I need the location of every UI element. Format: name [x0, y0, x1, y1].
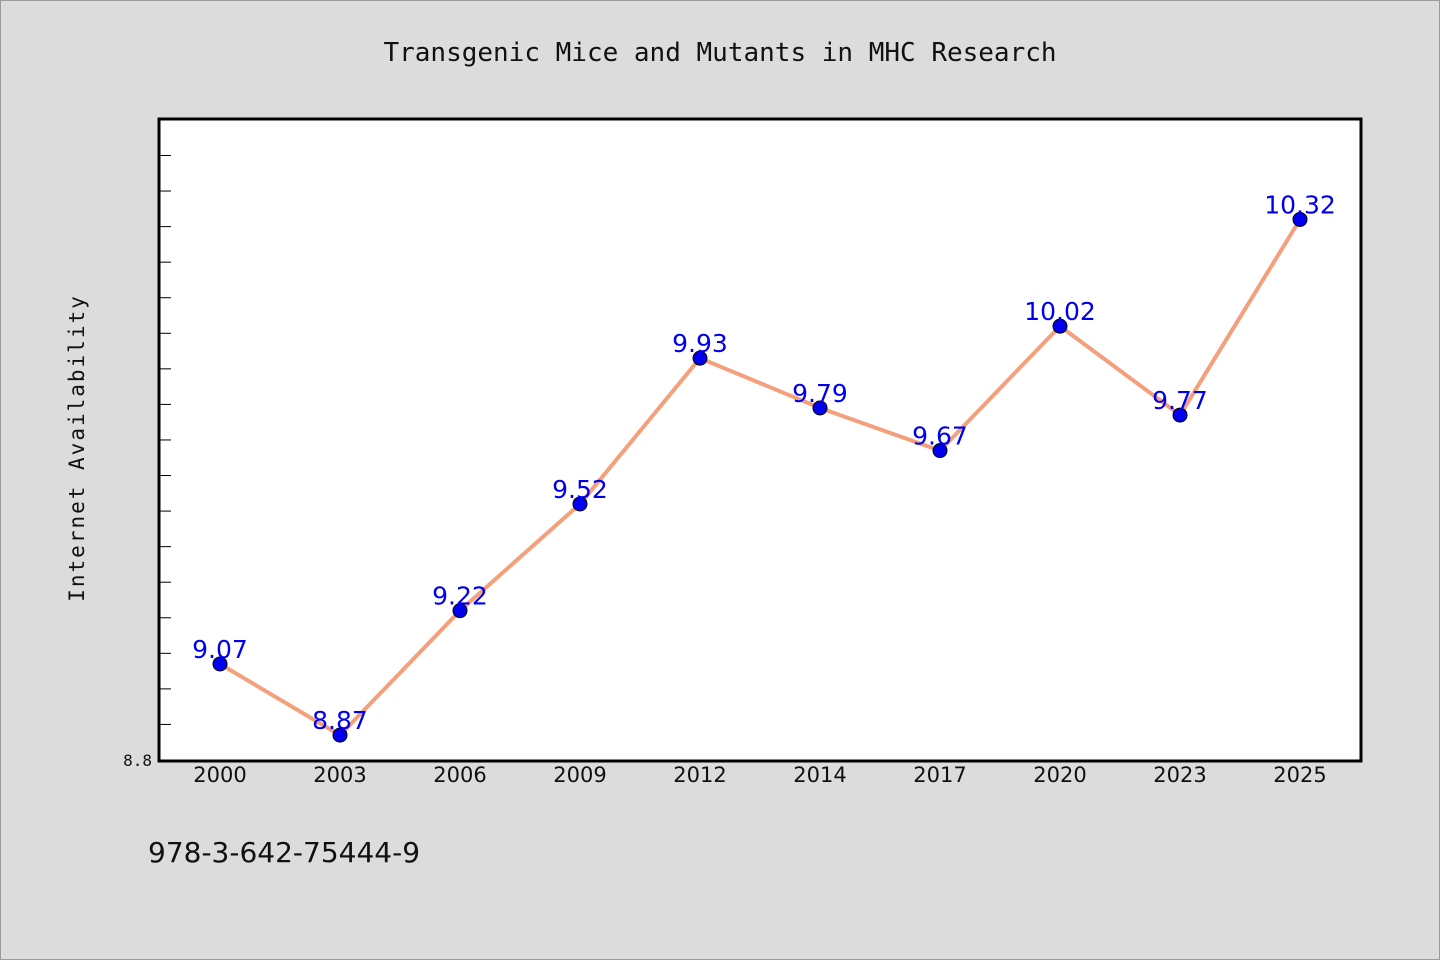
data-label: 10.02 — [1024, 297, 1096, 326]
data-point — [812, 400, 828, 416]
data-point — [212, 656, 228, 672]
data-label: 9.93 — [672, 329, 728, 358]
x-axis-tick-labels: 2000 2003 2006 2009 2012 2014 2017 2020 2023 2025 — [193, 763, 1326, 787]
y-tick-label: 8.8 — [123, 751, 152, 770]
x-tick-label: 2000 — [193, 763, 246, 787]
x-tick-label: 2014 — [793, 763, 846, 787]
data-point — [1292, 211, 1308, 227]
data-labels: 9.07 8.87 9.22 9.52 9.93 9.79 9.67 10.02 9.77 10.… — [192, 190, 1336, 735]
data-label: 9.77 — [1152, 386, 1208, 415]
y-axis-label: Internet Availability — [65, 294, 89, 602]
data-point — [452, 603, 468, 619]
x-tick-label: 2009 — [553, 763, 606, 787]
data-label: 9.52 — [552, 475, 608, 504]
series-line — [218, 217, 1302, 738]
data-point — [932, 443, 948, 459]
x-tick-label: 2020 — [1033, 763, 1086, 787]
data-label: 9.67 — [912, 422, 968, 451]
x-tick-label: 2006 — [433, 763, 486, 787]
x-tick-label: 2003 — [313, 763, 366, 787]
x-tick-label: 2012 — [673, 763, 726, 787]
data-points — [212, 211, 1308, 743]
data-label: 10.32 — [1264, 190, 1336, 219]
isbn-text: 978-3-642-75444-9 — [148, 836, 420, 869]
chart-title: Transgenic Mice and Mutants in MHC Resea… — [383, 38, 1056, 68]
data-label: 8.87 — [312, 706, 368, 735]
x-tick-label: 2017 — [913, 763, 966, 787]
x-tick-label: 2025 — [1273, 763, 1326, 787]
x-tick-label: 2023 — [1153, 763, 1206, 787]
y-axis-ticks — [159, 154, 171, 725]
data-point — [332, 727, 348, 743]
data-label: 9.22 — [432, 582, 488, 611]
data-label: 9.07 — [192, 635, 248, 664]
plot-area — [157, 117, 1363, 763]
data-point — [692, 350, 708, 366]
data-label: 9.79 — [792, 379, 848, 408]
data-point — [1052, 318, 1068, 334]
data-point — [1172, 407, 1188, 423]
data-point — [572, 496, 588, 512]
